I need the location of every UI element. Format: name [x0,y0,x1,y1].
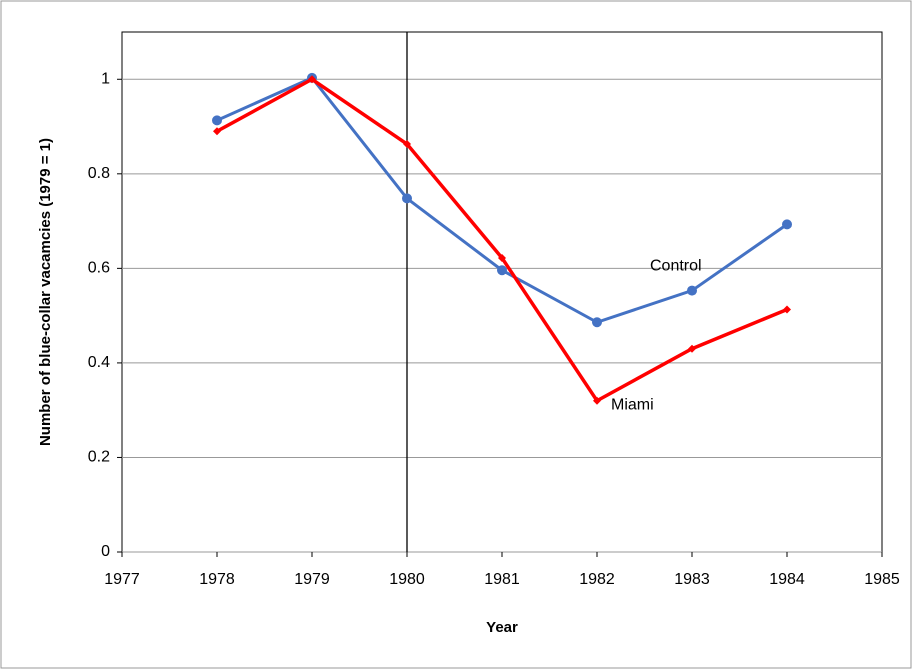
point [498,253,506,262]
x-tick-label: 1982 [579,571,615,588]
point [782,219,792,230]
x-tick-label: 1979 [294,571,330,588]
y-tick-label: 0 [101,543,110,560]
series-label: Miami [611,396,654,413]
point [687,285,697,296]
series-label: Control [650,258,702,275]
y-tick-label: 0.2 [88,449,110,466]
x-tick-label: 1977 [104,571,140,588]
x-axis-label: Year [486,619,518,636]
point [592,317,602,328]
point [403,140,411,149]
point [213,127,221,136]
point [212,115,222,126]
y-tick-label: 0.4 [88,354,110,371]
y-tick-label: 0.6 [88,260,110,277]
point [402,193,412,204]
point [688,344,696,353]
y-tick-label: 0.8 [88,165,110,182]
x-tick-label: 1984 [769,571,805,588]
x-tick-label: 1985 [864,571,900,588]
point [593,396,601,405]
x-tick-label: 1981 [484,571,520,588]
y-axis-label: Number of blue-collar vacamcies (1979 = … [37,138,54,446]
x-tick-label: 1978 [199,571,235,588]
point [497,265,507,276]
x-tick-label: 1983 [674,571,710,588]
point [308,75,316,84]
x-tick-label: 1980 [389,571,425,588]
y-tick-label: 1 [101,70,110,87]
point [783,305,791,314]
